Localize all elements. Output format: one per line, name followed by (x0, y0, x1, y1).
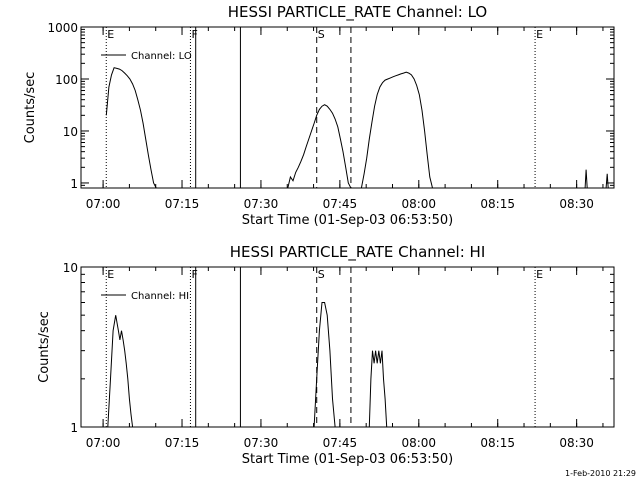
x-tick-label: 07:30 (244, 436, 279, 450)
event-marker-label: E (536, 28, 543, 41)
x-tick-label: 07:30 (244, 197, 279, 211)
plot-frame (80, 26, 615, 189)
x-tick-label: 08:00 (401, 436, 436, 450)
x-tick-label: 07:00 (86, 436, 121, 450)
chart-title: HESSI PARTICLE_RATE Channel: HI (230, 243, 486, 262)
x-axis-label: Start Time (01-Sep-03 06:53:50) (242, 452, 453, 467)
x-tick-label: 07:00 (86, 197, 121, 211)
y-tick-label: 1000 (47, 21, 78, 35)
x-tick-label: 07:45 (323, 436, 358, 450)
data-series-line (360, 71, 433, 189)
data-series-line (107, 315, 136, 428)
y-tick-label: 1 (70, 177, 78, 191)
event-marker-label: E (107, 28, 114, 41)
data-series-line (368, 350, 388, 428)
event-marker-label: S (318, 28, 325, 41)
data-series-line (584, 169, 588, 189)
chart-panel-1: HESSI PARTICLE_RATE Channel: LO 07:00 07:1… (23, 3, 615, 228)
x-tick-label: 08:00 (401, 197, 436, 211)
x-tick-label: 07:15 (165, 197, 200, 211)
event-marker-label: S (318, 268, 325, 281)
legend-label: Channel: HI (131, 291, 189, 302)
x-tick-label: 07:15 (165, 436, 200, 450)
y-tick-label: 100 (55, 73, 78, 87)
x-tick-label: 08:30 (559, 197, 594, 211)
event-marker-label: E (107, 268, 114, 281)
data-series-line (313, 302, 341, 428)
data-series-line (605, 173, 609, 189)
y-tick-label: 10 (63, 261, 78, 275)
y-axis-label: Counts/sec (37, 311, 52, 383)
x-axis-label: Start Time (01-Sep-03 06:53:50) (242, 213, 453, 228)
x-tick-label: 08:30 (559, 436, 594, 450)
y-axis-label: Counts/sec (23, 72, 38, 144)
plot-frame (80, 266, 615, 428)
footer-timestamp: 1-Feb-2010 21:29 (565, 469, 636, 478)
x-tick-label: 08:15 (480, 436, 515, 450)
y-tick-label: 1 (70, 421, 78, 435)
chart-panel-2: HESSI PARTICLE_RATE Channel: HI 07:00 07:1… (37, 243, 615, 467)
x-tick-label: 07:45 (323, 197, 358, 211)
event-marker-label: E (536, 268, 543, 281)
chart-title: HESSI PARTICLE_RATE Channel: LO (228, 3, 487, 22)
data-series-line (287, 104, 352, 189)
x-tick-label: 08:15 (480, 197, 515, 211)
event-marker-label: F (191, 28, 197, 41)
y-tick-label: 10 (63, 125, 78, 139)
event-marker-label: F (191, 268, 197, 281)
data-series-line (105, 67, 170, 189)
legend-label: Channel: LO (131, 51, 192, 62)
